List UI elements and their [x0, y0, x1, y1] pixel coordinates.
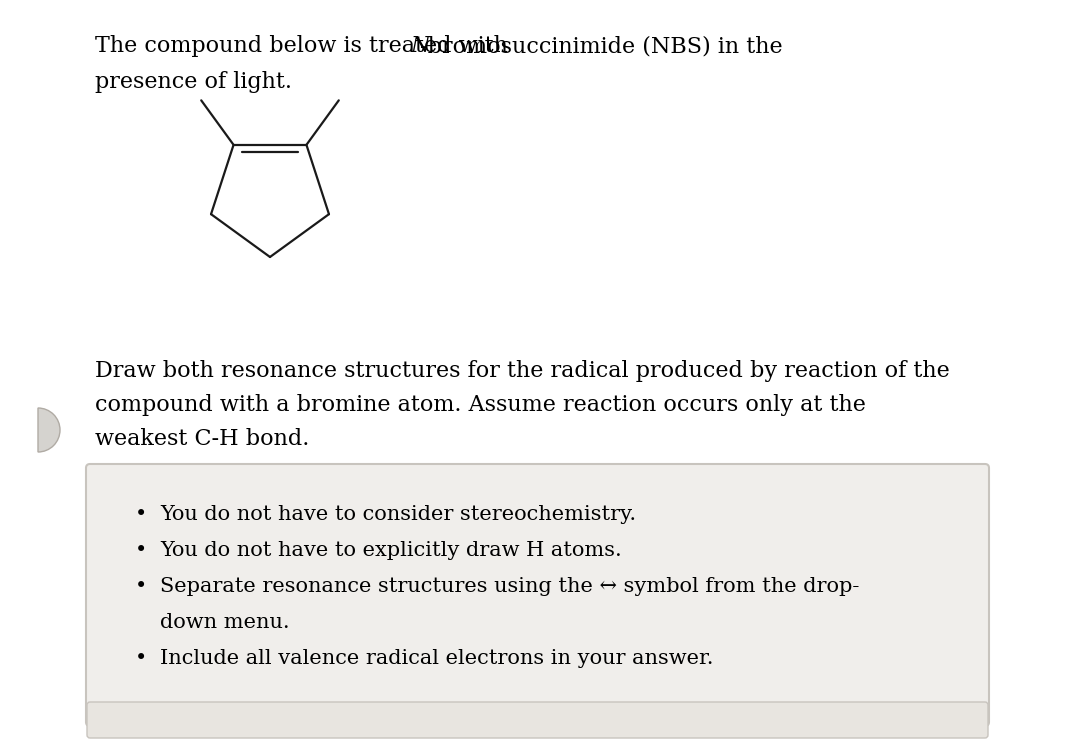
- Text: compound with a bromine atom. Assume reaction occurs only at the: compound with a bromine atom. Assume rea…: [95, 394, 866, 416]
- Text: You do not have to explicitly draw H atoms.: You do not have to explicitly draw H ato…: [160, 541, 622, 560]
- Wedge shape: [38, 408, 60, 452]
- Text: Draw both resonance structures for the radical produced by reaction of the: Draw both resonance structures for the r…: [95, 360, 950, 382]
- Text: •: •: [135, 577, 147, 596]
- Text: The compound below is treated with: The compound below is treated with: [95, 35, 515, 57]
- FancyBboxPatch shape: [85, 464, 989, 726]
- FancyBboxPatch shape: [87, 702, 988, 738]
- Text: •: •: [135, 541, 147, 560]
- Text: Include all valence radical electrons in your answer.: Include all valence radical electrons in…: [160, 649, 713, 668]
- Text: •: •: [135, 649, 147, 668]
- Text: -bromosuccinimide (NBS) in the: -bromosuccinimide (NBS) in the: [420, 35, 782, 57]
- Text: weakest C-H bond.: weakest C-H bond.: [95, 428, 309, 450]
- Text: You do not have to consider stereochemistry.: You do not have to consider stereochemis…: [160, 505, 636, 524]
- Text: presence of light.: presence of light.: [95, 71, 292, 93]
- Text: •: •: [135, 505, 147, 524]
- Text: Separate resonance structures using the ↔ symbol from the drop-: Separate resonance structures using the …: [160, 577, 859, 596]
- Text: down menu.: down menu.: [160, 613, 290, 632]
- Text: N: N: [410, 35, 430, 57]
